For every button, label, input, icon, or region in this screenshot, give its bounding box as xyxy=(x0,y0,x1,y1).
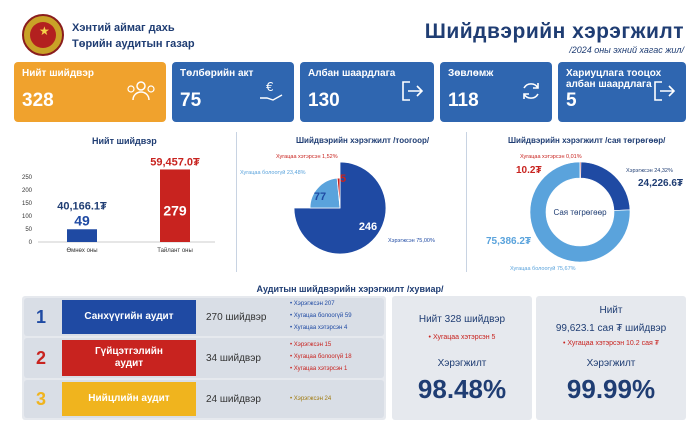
card-recommendation: Зөвлөмж 118 xyxy=(440,62,552,122)
donut-slice xyxy=(579,161,631,211)
organization-logo: ★ xyxy=(22,14,64,56)
card-label: Хариуцлага тооцох албан шаардлага xyxy=(566,68,662,90)
bar xyxy=(67,229,97,242)
pie-count-title: Шийдвэрийн хэрэгжилт /тоогоор/ xyxy=(296,136,430,145)
audit-count: 34 шийдвэр xyxy=(206,353,261,364)
divider xyxy=(466,132,467,272)
bar-value-label: 279 xyxy=(163,203,187,219)
bar-value-label: 49 xyxy=(74,212,90,228)
svg-text:€: € xyxy=(266,80,274,94)
bar-chart-title: Нийт шийдвэр xyxy=(92,136,157,146)
detail-overdue: • Хугацаа хэтэрсэн 1 xyxy=(290,366,348,372)
donut-slice xyxy=(529,161,631,263)
y-tick-label: 100 xyxy=(22,214,33,220)
refresh-icon xyxy=(520,80,542,108)
audit-count: 24 шийдвэр xyxy=(206,394,261,405)
detail-not-due: • Хугацаа болоогүй 59 xyxy=(290,313,352,319)
pie-slice xyxy=(309,177,341,209)
org-name-line1: Хэнтий аймаг дахь xyxy=(72,22,175,34)
summary-label: Хэрэгжилт xyxy=(586,358,636,369)
y-tick-label: 250 xyxy=(22,175,33,181)
card-value: 118 xyxy=(448,90,479,111)
card-label: Төлбөрийн акт xyxy=(180,68,254,79)
page-title: Шийдвэрийн хэрэгжилт xyxy=(424,20,684,43)
summary-overdue: • Хугацаа хэтэрсэн 10.2 сая ₮ xyxy=(563,340,659,347)
row-number: 3 xyxy=(36,389,47,409)
row-number: 1 xyxy=(36,307,47,327)
donut-value-label: 10.2₮ xyxy=(516,165,542,176)
audit-type-performance: Гүйцэтгэлийн аудит xyxy=(62,340,196,376)
summary-total-amount: 99,623.1 сая ₮ шийдвэр xyxy=(555,323,667,334)
card-total-decisions: Нийт шийдвэр 328 xyxy=(14,62,166,122)
donut-value-label: 24,226.6₮ xyxy=(638,178,683,189)
bar xyxy=(160,169,190,242)
card-payment-act: Төлбөрийн акт 75 € xyxy=(172,62,294,122)
card-label: Зөвлөмж xyxy=(448,68,494,79)
donut-center-label: Сая төгрөгөөр xyxy=(553,208,607,217)
donut-slice-label: Хугацаа болоогүй 75,67% xyxy=(510,265,576,272)
pie-value-label: 77 xyxy=(314,191,326,203)
bar-amount-label: 59,457.0₮ xyxy=(150,156,200,168)
pie-count-chart: 246 77 5 Хэрэгжсэн 75,00% Хугацаа болоогүй 2… xyxy=(240,154,435,255)
card-accountability-demand: Хариуцлага тооцох албан шаардлага 5 xyxy=(558,62,686,122)
summary-overdue: • Хугацаа хэтэрсэн 5 xyxy=(428,334,496,341)
exit-arrow-icon xyxy=(400,80,424,108)
card-label: Албан шаардлага xyxy=(308,68,396,79)
detail-implemented: • Хэрэгжсэн 24 xyxy=(290,396,332,402)
detail-implemented: • Хэрэгжсэн 15 xyxy=(290,342,332,348)
org-name-line2: Төрийн аудитын газар xyxy=(72,38,195,50)
audit-count: 270 шийдвэр xyxy=(206,312,267,323)
x-tick-label: Тайлант оны xyxy=(157,247,193,254)
pie-slice-label: Хугацаа болоогүй 23,48% xyxy=(240,169,306,176)
summary-label: Хэрэгжилт xyxy=(437,358,487,369)
audit-type-compliance: Нийцлийн аудит xyxy=(62,382,196,416)
divider xyxy=(236,132,237,272)
summary-count-panel xyxy=(392,296,532,420)
donut-slice xyxy=(579,161,582,179)
x-tick-label: Өмнөх оны xyxy=(66,248,97,254)
summary-total-decisions: Нийт 328 шийдвэр xyxy=(418,314,506,325)
detail-implemented: • Хэрэгжсэн 207 xyxy=(290,301,335,307)
summary-money-panel xyxy=(536,296,686,420)
section-title: Аудитын шийдвэрийн хэрэгжилт /хувиар/ xyxy=(256,284,444,294)
detail-not-due: • Хугацаа болоогүй 18 xyxy=(290,354,352,360)
bar-amount-label: 40,166.1₮ xyxy=(57,200,107,212)
donut-slice-label: Хэрэгжсэн 24,32% xyxy=(626,168,673,174)
pie-slice-label: Хэрэгжсэн 75,00% xyxy=(388,238,435,244)
summary-rate: 98.48% xyxy=(417,374,507,404)
euro-hand-icon: € xyxy=(258,80,284,108)
card-label: Нийт шийдвэр xyxy=(22,68,94,79)
donut-money-chart: Сая төгрөгөөр 24,226.6₮ 75,386.2₮ 10.2₮ Хэрэ… xyxy=(486,154,683,272)
y-tick-label: 200 xyxy=(22,188,33,194)
pie-value-label: 5 xyxy=(340,173,346,185)
donut-money-title: Шийдвэрийн хэрэгжилт /сая төгрөгөөр/ xyxy=(508,136,666,145)
pie-slice-label: Хугацаа хэтэрсэн 1,52% xyxy=(276,154,338,160)
card-official-demand: Албан шаардлага 130 xyxy=(300,62,434,122)
page-subtitle: /2024 оны эхний хагас жил/ xyxy=(569,45,684,55)
pie-slice xyxy=(336,177,341,209)
card-value: 75 xyxy=(180,90,202,111)
y-tick-label: 50 xyxy=(25,227,32,233)
row-number: 2 xyxy=(36,348,47,368)
exit-arrow-icon xyxy=(652,80,676,108)
card-value: 130 xyxy=(308,90,340,111)
people-icon xyxy=(126,80,156,108)
detail-overdue: • Хугацаа хэтэрсэн 4 xyxy=(290,325,348,331)
donut-value-label: 75,386.2₮ xyxy=(486,236,531,247)
summary-total-label: Нийт xyxy=(599,305,623,316)
donut-slice-label: Хугацаа хэтэрсэн 0,01% xyxy=(520,154,582,160)
card-value: 328 xyxy=(22,90,54,111)
audit-type-financial: Санхүүгийн аудит xyxy=(62,300,196,334)
y-tick-label: 0 xyxy=(29,240,33,246)
summary-rate: 99.99% xyxy=(566,374,656,404)
pie-value-label: 246 xyxy=(359,221,377,233)
y-tick-label: 150 xyxy=(22,201,33,207)
card-value: 5 xyxy=(566,90,577,111)
